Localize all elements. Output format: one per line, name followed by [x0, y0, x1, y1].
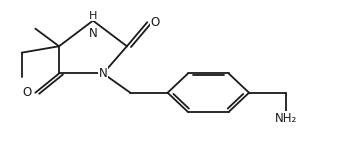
- Text: N: N: [89, 27, 97, 40]
- Text: N: N: [99, 67, 107, 80]
- Text: O: O: [150, 16, 160, 29]
- Text: NH₂: NH₂: [275, 112, 298, 125]
- Text: O: O: [23, 86, 32, 99]
- Text: H: H: [89, 11, 97, 21]
